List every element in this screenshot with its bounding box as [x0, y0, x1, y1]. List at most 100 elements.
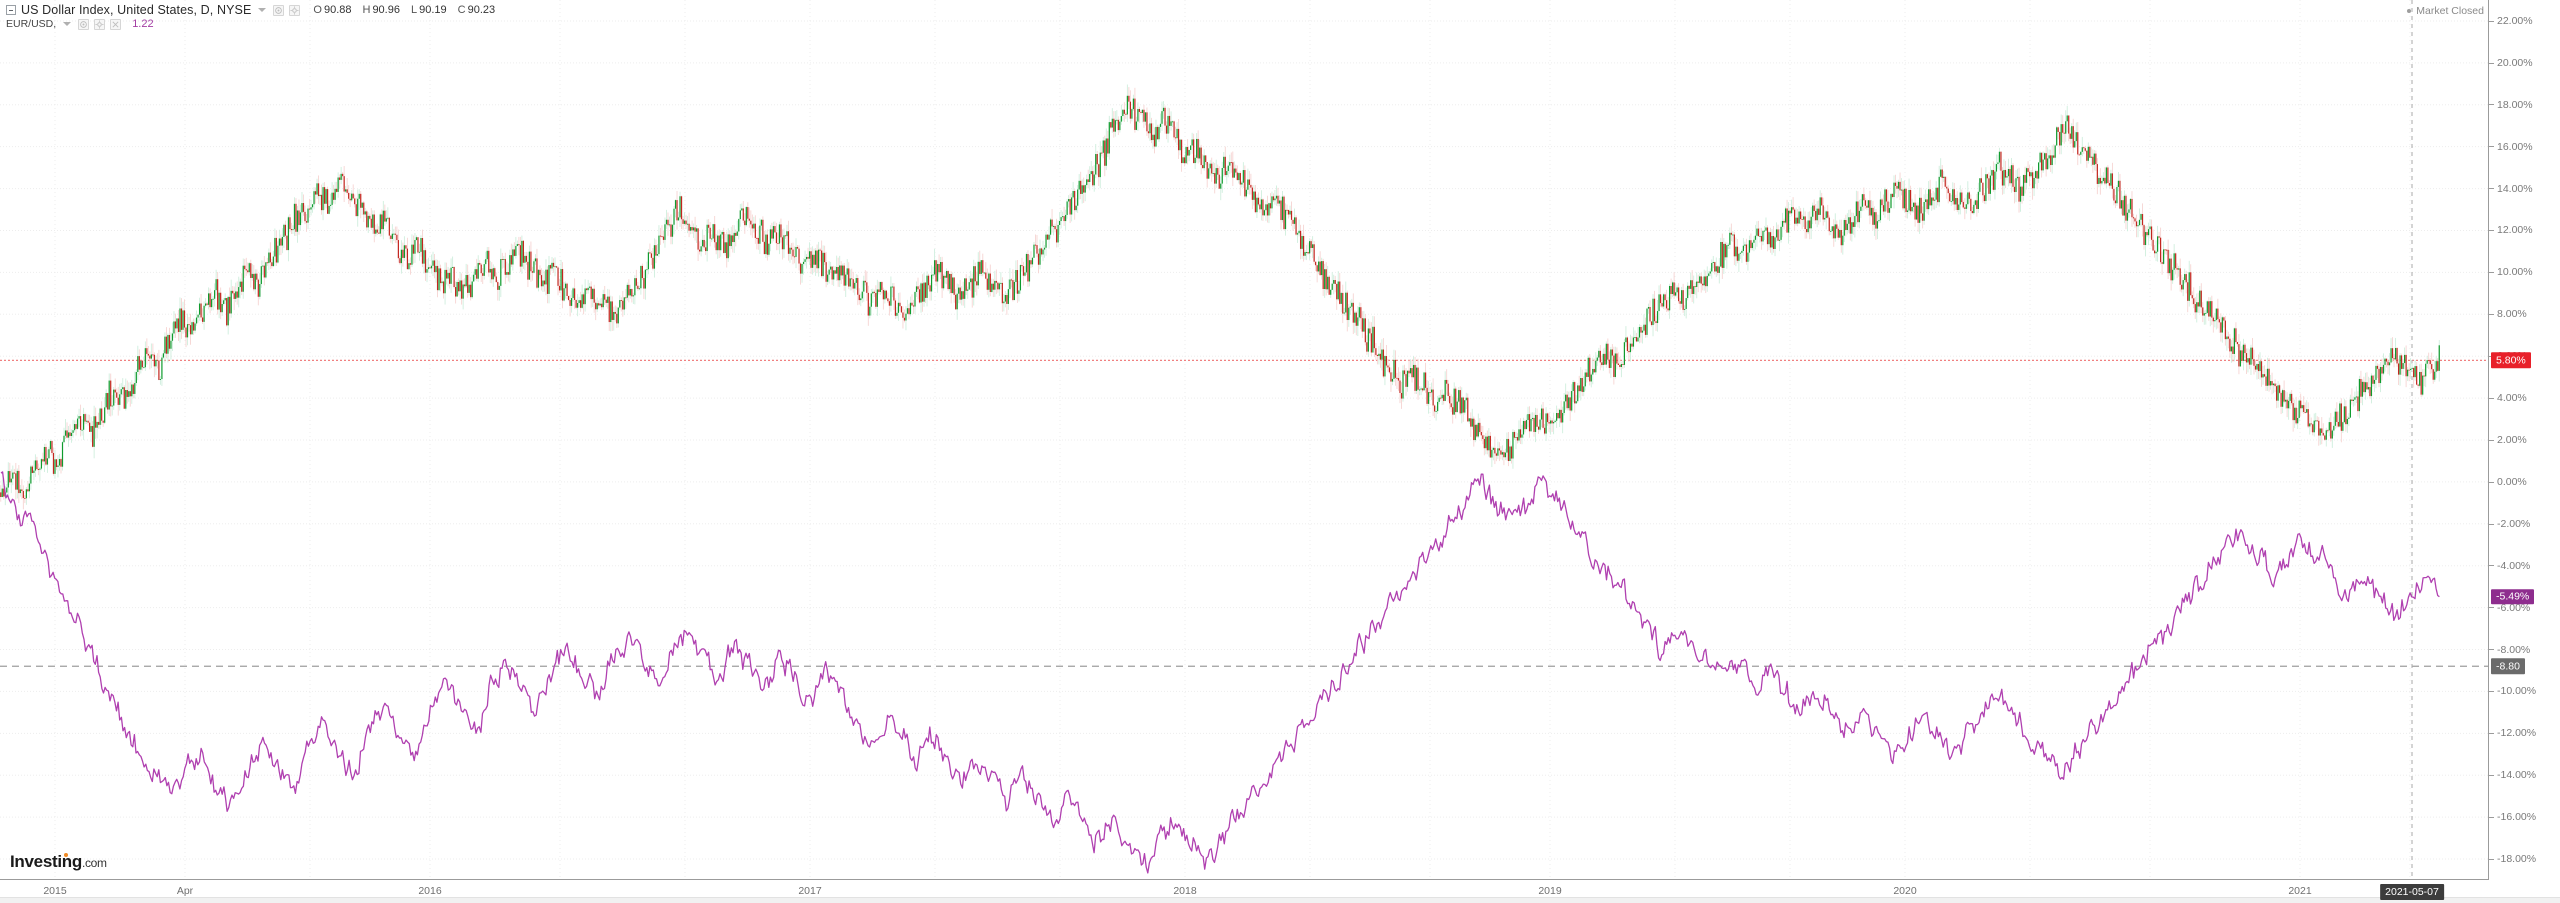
candle-body [248, 263, 250, 273]
last-price-badge[interactable]: 5.80% [2491, 352, 2531, 369]
candle-body [1919, 197, 1921, 223]
eye-icon[interactable] [273, 4, 285, 16]
time-axis-tick-label: 2019 [1538, 885, 1562, 897]
candle-body [1702, 283, 1704, 286]
candle-body [1394, 359, 1397, 378]
close-icon[interactable] [110, 18, 122, 30]
candle-body [224, 298, 226, 301]
primary-symbol-label[interactable]: US Dollar Index, United States, D, NYSE [21, 3, 252, 17]
candle-body [2102, 177, 2104, 181]
candle-body [991, 283, 993, 292]
chart-plot-area[interactable] [0, 0, 2489, 880]
candle-body [1908, 189, 1910, 211]
candle-body [1315, 261, 1317, 266]
candle-body [1800, 211, 1802, 220]
eye-icon-secondary[interactable] [78, 18, 90, 30]
logo-suffix: .com [81, 856, 107, 870]
eurusd-value-badge[interactable]: -5.49% [2491, 589, 2535, 605]
candle-body [1171, 121, 1174, 123]
candle-body [1971, 211, 1973, 214]
horizontal-scrollbar[interactable] [0, 897, 2560, 903]
candle-body [2138, 219, 2141, 226]
candle-body [119, 394, 121, 405]
candle-body [432, 260, 434, 266]
candle-body [882, 289, 884, 300]
secondary-symbol-label[interactable]: EUR/USD, [6, 18, 57, 30]
candle-body [2361, 381, 2364, 397]
candle-body [188, 324, 190, 326]
axis-tick-mark [2489, 230, 2494, 232]
candle-body [385, 218, 387, 222]
candle-body [245, 269, 247, 271]
candle-body [1057, 224, 1059, 243]
candle-body [2286, 399, 2288, 409]
candle-body [444, 269, 446, 294]
candle-body [2173, 253, 2175, 270]
candle-body [95, 416, 97, 428]
candle-body [378, 232, 380, 234]
candle-body [1066, 201, 1068, 215]
candle-body [438, 268, 440, 291]
candle-body [1712, 262, 1714, 263]
candle-body [634, 278, 636, 296]
candle-body [43, 446, 46, 462]
candle-body [1193, 139, 1195, 164]
candle-body [602, 294, 604, 308]
reference-level-badge[interactable]: -8.80 [2491, 658, 2525, 675]
candle-body [1525, 420, 1528, 430]
candle-body [1620, 364, 1622, 368]
candle-body [1637, 337, 1639, 342]
price-axis[interactable]: 22.00% 20.00% 18.00% 16.00% 14.00% 12.00% 10.0… [2489, 0, 2560, 880]
candle-body [105, 393, 107, 408]
chevron-down-icon[interactable] [258, 8, 267, 12]
candle-body [905, 313, 907, 321]
crosshair-date-badge[interactable]: 2021-05-07 [2380, 884, 2444, 900]
candle-body [1665, 300, 1668, 309]
candle-body [1001, 282, 1003, 304]
candle-body [665, 219, 668, 225]
candle-body [232, 290, 234, 294]
candle-body [777, 243, 779, 245]
candle-body [1659, 294, 1662, 304]
candle-body [869, 306, 871, 316]
candle-body [1316, 265, 1318, 272]
candle-body [1903, 188, 1906, 209]
candle-body [296, 210, 299, 232]
candle-body [271, 262, 273, 267]
candle-body [1846, 223, 1848, 231]
chevron-down-icon-secondary[interactable] [63, 22, 72, 26]
candle-body [1816, 208, 1818, 221]
candle-body [462, 284, 464, 299]
candle-body [1587, 357, 1589, 377]
candle-body [564, 283, 567, 289]
candle-body [885, 290, 887, 299]
candle-body [1696, 281, 1698, 288]
candle-body [2179, 268, 2181, 285]
candle-body [818, 249, 820, 269]
candle-body [545, 269, 547, 285]
candle-body [1372, 326, 1374, 353]
gear-icon[interactable] [289, 4, 301, 16]
candle-body [891, 286, 894, 288]
candle-body [1941, 169, 1943, 178]
candle-body [1077, 189, 1079, 206]
axis-tick-mark [2489, 20, 2494, 22]
candle-body [1643, 324, 1645, 331]
candle-body [1467, 397, 1469, 422]
candle-body [1512, 431, 1514, 459]
candle-body [1489, 435, 1491, 458]
candle-body [1631, 343, 1633, 347]
candle-body [2426, 360, 2428, 364]
candle-body [293, 203, 296, 230]
price-axis-tick: 22.00% [2489, 15, 2533, 27]
candle-body [1361, 318, 1363, 332]
candle-body [1242, 170, 1244, 183]
candle-body [2038, 162, 2040, 179]
candle-body [2093, 153, 2095, 165]
candle-body [1188, 149, 1190, 156]
candle-body [1745, 244, 1748, 262]
logo-dot-icon [64, 853, 68, 857]
gear-icon-secondary[interactable] [94, 18, 106, 30]
candle-body [1194, 157, 1196, 164]
collapse-square-icon[interactable] [6, 5, 16, 15]
